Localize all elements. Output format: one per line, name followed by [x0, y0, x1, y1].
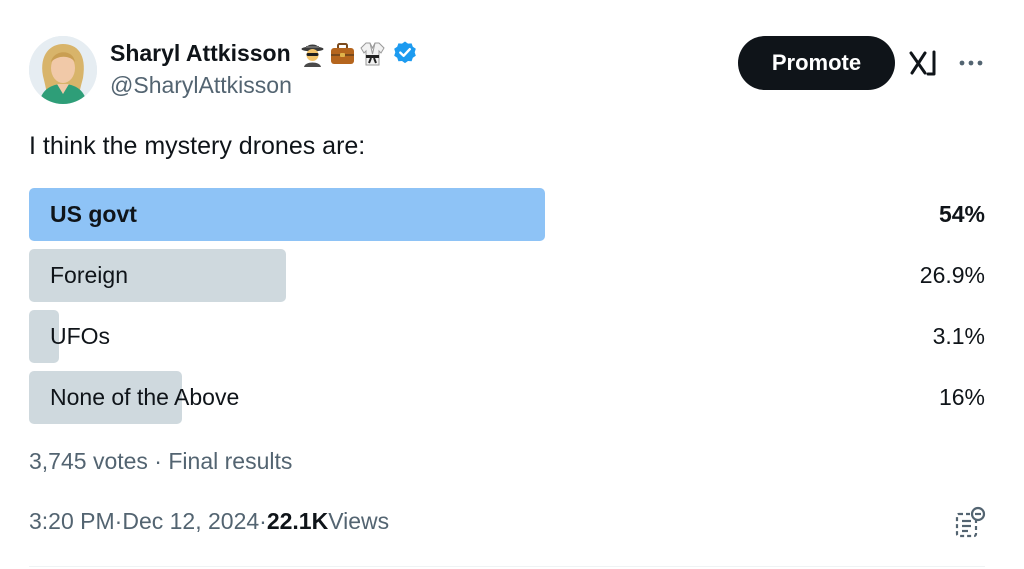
poll-bar — [29, 249, 286, 302]
tweet-date[interactable]: Dec 12, 2024 — [122, 508, 260, 534]
poll-status: Final results — [168, 448, 293, 474]
promote-button[interactable]: Promote — [738, 36, 895, 90]
poll-option-percent: 16% — [938, 384, 985, 410]
poll: US govt 54% Foreign 26.9% UFOs 3.1% None… — [29, 188, 985, 432]
separator: · — [114, 508, 123, 534]
author-display-name[interactable]: Sharyl Attkisson — [110, 39, 291, 66]
timestamp-row: 3:20 PM · Dec 12, 2024 · 22.1K Views — [29, 508, 389, 535]
avatar[interactable] — [29, 36, 97, 104]
poll-option-label: US govt — [50, 201, 137, 227]
spy-emoji-icon — [301, 44, 324, 67]
poll-bar — [29, 371, 182, 424]
poll-bar — [29, 310, 59, 363]
more-options-icon[interactable] — [957, 52, 985, 74]
tweet-time[interactable]: 3:20 PM — [29, 508, 115, 534]
poll-option-us-govt: US govt 54% — [29, 188, 985, 241]
briefcase-emoji-icon — [330, 42, 354, 64]
separator: · — [259, 508, 267, 534]
verified-badge-icon[interactable] — [392, 40, 418, 66]
views-count: 22.1K — [266, 508, 329, 534]
martial-arts-uniform-emoji-icon — [360, 42, 385, 65]
poll-option-label: Foreign — [50, 262, 128, 288]
poll-option-ufos: UFOs 3.1% — [29, 310, 985, 363]
tweet-text: I think the mystery drones are: — [29, 132, 366, 160]
poll-option-percent: 54% — [938, 201, 985, 227]
poll-option-foreign: Foreign 26.9% — [29, 249, 985, 302]
poll-option-none-of-the-above: None of the Above 16% — [29, 371, 985, 424]
author-emojis — [299, 40, 386, 67]
poll-option-label: None of the Above — [50, 384, 240, 410]
separator: · — [147, 448, 169, 474]
analytics-icon[interactable] — [954, 505, 986, 539]
poll-option-percent: 26.9% — [919, 262, 985, 288]
poll-meta: 3,745 votes · Final results — [29, 448, 292, 475]
grok-icon[interactable] — [908, 48, 940, 78]
poll-option-label: UFOs — [50, 323, 111, 349]
views-label: Views — [328, 508, 390, 534]
author-handle[interactable]: @SharylAttkisson — [110, 72, 292, 98]
poll-vote-count: 3,745 votes — [29, 448, 148, 474]
avatar-image — [29, 36, 97, 104]
author-name-row: Sharyl Attkisson — [110, 37, 418, 69]
poll-option-percent: 3.1% — [932, 323, 985, 349]
divider — [29, 566, 985, 567]
poll-bar — [29, 188, 545, 241]
